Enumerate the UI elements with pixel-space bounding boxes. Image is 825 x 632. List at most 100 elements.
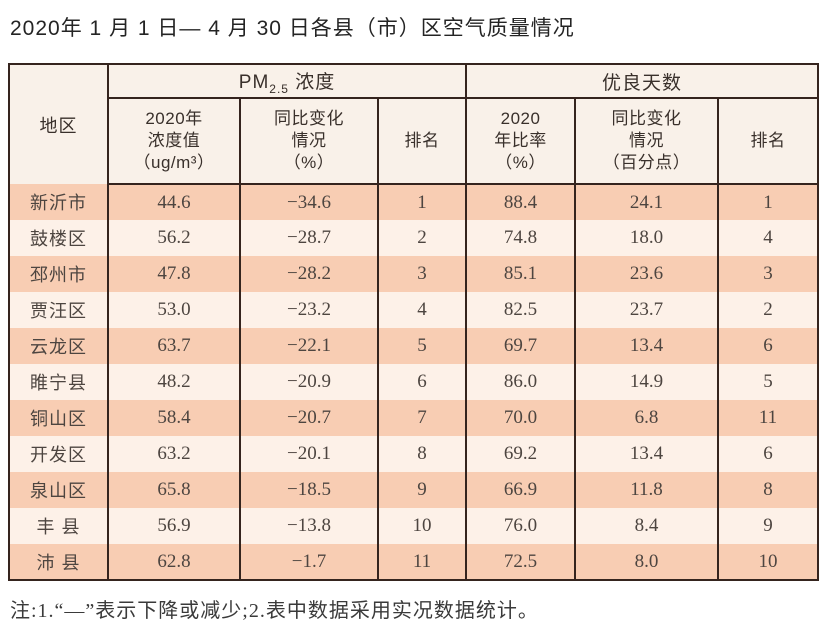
cell-region: 邳州市	[8, 256, 109, 292]
cell-days-rank: 6	[717, 436, 820, 472]
cell-days-change: 8.0	[574, 544, 720, 580]
table-row: 新沂市 44.6 −34.6 1 88.4 24.1 1	[8, 184, 820, 220]
table-row: 睢宁县 48.2 −20.9 6 86.0 14.9 5	[8, 364, 820, 400]
table-row: 云龙区 63.7 −22.1 5 69.7 13.4 6	[8, 328, 820, 364]
cell-days-rank: 2	[717, 292, 820, 328]
cell-pm-value: 58.4	[107, 400, 241, 436]
cell-pm-value: 62.8	[107, 544, 241, 580]
cell-days-change: 14.9	[574, 364, 720, 400]
column-group-pm25: PM2.5 浓度	[106, 64, 468, 99]
cell-pm-change: −23.2	[239, 292, 379, 328]
cell-pm-rank: 7	[376, 400, 468, 436]
cell-pm-rank: 8	[376, 436, 468, 472]
cell-days-ratio: 88.4	[465, 184, 577, 220]
cell-days-ratio: 69.2	[465, 436, 577, 472]
cell-days-rank: 6	[717, 328, 820, 364]
cell-pm-change: −28.2	[239, 256, 379, 292]
cell-region: 铜山区	[8, 400, 109, 436]
cell-pm-change: −18.5	[239, 472, 379, 508]
cell-pm-value: 63.2	[107, 436, 241, 472]
table-row: 丰 县 56.9 −13.8 10 76.0 8.4 9	[8, 508, 820, 544]
pm25-label-subscript: 2.5	[269, 81, 289, 96]
cell-pm-change: −20.9	[239, 364, 379, 400]
cell-region: 开发区	[8, 436, 109, 472]
cell-days-rank: 10	[717, 544, 820, 580]
cell-days-change: 8.4	[574, 508, 720, 544]
cell-days-rank: 1	[717, 184, 820, 220]
cell-days-change: 24.1	[574, 184, 720, 220]
cell-days-rank: 9	[717, 508, 820, 544]
column-header-pm-rank: 排名	[376, 98, 468, 185]
pm25-label-suffix: 浓度	[288, 71, 336, 93]
table-body: 新沂市 44.6 −34.6 1 88.4 24.1 1 鼓楼区 56.2 −2…	[8, 184, 820, 580]
cell-pm-rank: 11	[376, 544, 468, 580]
table-row: 沛 县 62.8 −1.7 11 72.5 8.0 10	[8, 544, 820, 580]
cell-days-ratio: 66.9	[465, 472, 577, 508]
cell-days-ratio: 85.1	[465, 256, 577, 292]
cell-pm-rank: 2	[376, 220, 468, 256]
table-row: 开发区 63.2 −20.1 8 69.2 13.4 6	[8, 436, 820, 472]
cell-region: 泉山区	[8, 472, 109, 508]
cell-region: 鼓楼区	[8, 220, 109, 256]
column-header-pm-change: 同比变化 情况 （%）	[239, 98, 379, 185]
cell-pm-change: −13.8	[239, 508, 379, 544]
cell-days-ratio: 74.8	[465, 220, 577, 256]
table-row: 鼓楼区 56.2 −28.7 2 74.8 18.0 4	[8, 220, 820, 256]
cell-days-rank: 8	[717, 472, 820, 508]
cell-days-rank: 5	[717, 364, 820, 400]
cell-days-ratio: 69.7	[465, 328, 577, 364]
air-quality-table: 地区 PM2.5 浓度 优良天数 2020年 浓度值 （ug/m³） 同比变化 …	[8, 63, 820, 581]
cell-pm-change: −1.7	[239, 544, 379, 580]
cell-days-change: 23.6	[574, 256, 720, 292]
column-header-days-rank: 排名	[717, 98, 820, 185]
cell-days-rank: 4	[717, 220, 820, 256]
table-row: 铜山区 58.4 −20.7 7 70.0 6.8 11	[8, 400, 820, 436]
cell-days-change: 6.8	[574, 400, 720, 436]
cell-pm-rank: 4	[376, 292, 468, 328]
cell-days-ratio: 76.0	[465, 508, 577, 544]
cell-days-change: 13.4	[574, 436, 720, 472]
cell-days-change: 11.8	[574, 472, 720, 508]
cell-pm-rank: 5	[376, 328, 468, 364]
cell-days-change: 13.4	[574, 328, 720, 364]
cell-pm-value: 63.7	[107, 328, 241, 364]
table-row: 贾汪区 53.0 −23.2 4 82.5 23.7 2	[8, 292, 820, 328]
cell-pm-rank: 9	[376, 472, 468, 508]
column-header-pm-value: 2020年 浓度值 （ug/m³）	[107, 98, 241, 185]
cell-pm-value: 44.6	[107, 184, 241, 220]
cell-days-change: 18.0	[574, 220, 720, 256]
cell-pm-rank: 6	[376, 364, 468, 400]
header-group-row: 地区 PM2.5 浓度 优良天数	[8, 64, 820, 184]
cell-region: 睢宁县	[8, 364, 109, 400]
cell-pm-change: −28.7	[239, 220, 379, 256]
cell-region: 沛 县	[8, 544, 109, 580]
cell-region: 云龙区	[8, 328, 109, 364]
cell-pm-change: −20.1	[239, 436, 379, 472]
column-header-region: 地区	[8, 64, 109, 184]
cell-pm-value: 53.0	[107, 292, 241, 328]
column-group-good-days: 优良天数	[465, 64, 820, 99]
cell-pm-value: 48.2	[107, 364, 241, 400]
pm25-label-prefix: PM	[238, 71, 270, 93]
cell-days-ratio: 72.5	[465, 544, 577, 580]
page-title: 2020年 1 月 1 日— 4 月 30 日各县（市）区空气质量情况	[10, 17, 575, 40]
cell-region: 丰 县	[8, 508, 109, 544]
cell-pm-change: −20.7	[239, 400, 379, 436]
header-sub-row: 2020年 浓度值 （ug/m³） 同比变化 情况 （%） 排名 2020 年比…	[9, 98, 820, 185]
cell-region: 贾汪区	[8, 292, 109, 328]
cell-pm-change: −34.6	[239, 184, 379, 220]
cell-pm-rank: 1	[376, 184, 468, 220]
cell-days-rank: 3	[717, 256, 820, 292]
cell-pm-value: 47.8	[107, 256, 241, 292]
cell-pm-rank: 3	[376, 256, 468, 292]
cell-days-ratio: 82.5	[465, 292, 577, 328]
cell-pm-rank: 10	[376, 508, 468, 544]
table-row: 泉山区 65.8 −18.5 9 66.9 11.8 8	[8, 472, 820, 508]
cell-pm-value: 56.2	[107, 220, 241, 256]
cell-pm-value: 56.9	[107, 508, 241, 544]
cell-pm-change: −22.1	[239, 328, 379, 364]
footnote: 注:1.“—”表示下降或减少;2.表中数据采用实况数据统计。	[10, 600, 539, 622]
cell-region: 新沂市	[8, 184, 109, 220]
cell-days-ratio: 70.0	[465, 400, 577, 436]
cell-days-rank: 11	[717, 400, 820, 436]
